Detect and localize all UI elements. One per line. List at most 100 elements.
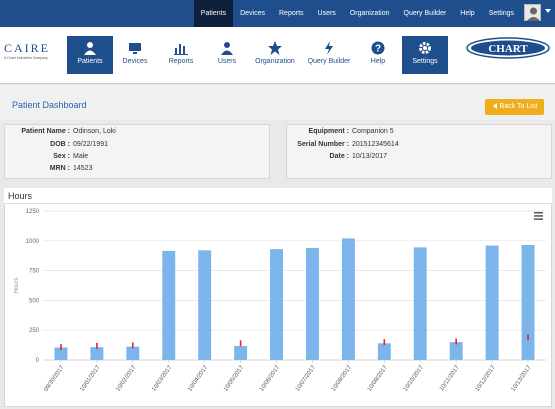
top-bar <box>0 0 555 27</box>
bar <box>270 249 284 360</box>
x-tick-label: 09/30/2017 <box>43 364 66 393</box>
x-tick-label: 10/12/2017 <box>475 364 498 393</box>
y-tick-label: 250 <box>29 328 40 334</box>
nav-help[interactable]: ? Help <box>355 36 401 74</box>
error-marker <box>239 340 242 347</box>
monitor-icon <box>129 43 141 54</box>
nav-devices[interactable]: Devices <box>112 36 158 74</box>
y-tick-label: 500 <box>29 298 40 304</box>
user-silhouette-icon <box>527 7 540 21</box>
bar <box>413 247 427 360</box>
nav-label: Patients <box>77 58 103 65</box>
topnav-reports[interactable]: Reports <box>279 10 304 17</box>
sex-row: Sex : Male <box>16 153 88 160</box>
date-value: 10/13/2017 <box>352 153 388 160</box>
bar <box>341 238 355 360</box>
nav-patients[interactable]: Patients <box>67 36 113 74</box>
x-tick-label: 10/13/2017 <box>511 364 534 393</box>
chart-logo-text: CHART <box>488 43 528 55</box>
x-tick-label: 10/09/2017 <box>367 364 390 393</box>
y-tick-label: 1250 <box>26 209 40 215</box>
gear-icon <box>419 42 431 54</box>
person-icon <box>84 42 96 55</box>
svg-text:?: ? <box>375 44 381 55</box>
date-label: Date : <box>329 153 349 160</box>
user-avatar[interactable] <box>524 4 541 21</box>
error-marker <box>383 339 386 346</box>
topnav-settings[interactable]: Settings <box>488 10 514 17</box>
x-tick-label: 10/05/2017 <box>223 364 246 393</box>
star-icon <box>268 41 282 55</box>
x-tick-label: 10/10/2017 <box>403 364 426 393</box>
topnav-organization[interactable]: Organization <box>349 10 390 17</box>
nav-label: Query Builder <box>307 58 351 65</box>
x-tick-label: 10/01/2017 <box>79 364 102 393</box>
bar <box>521 244 535 360</box>
nav-users[interactable]: Users <box>204 36 250 74</box>
y-axis-label: Hours <box>14 277 20 293</box>
nav-settings[interactable]: Settings <box>402 36 448 74</box>
bar <box>198 250 212 360</box>
user-icon <box>221 42 233 55</box>
nav-label: Reports <box>168 58 194 65</box>
y-tick-label: 750 <box>29 269 40 275</box>
chart-menu-icon[interactable] <box>534 212 543 220</box>
topnav-devices[interactable]: Devices <box>240 10 265 17</box>
mrn-row: MRN :14523 <box>16 165 93 172</box>
x-tick-label: 10/08/2017 <box>331 364 354 393</box>
sex-label: Sex : <box>53 153 70 160</box>
caire-logo: CAIRE A Chart Industries Company <box>4 41 62 60</box>
nav-label: Organization <box>255 58 295 65</box>
patient-name-value: Odinson, Loki <box>73 128 116 135</box>
bar-chart-icon <box>174 44 188 55</box>
x-tick-label: 10/11/2017 <box>439 364 461 392</box>
patient-name-row: Patient Name : Odinson, Loki <box>16 128 116 135</box>
error-marker <box>96 342 98 349</box>
page-title: Patient Dashboard <box>12 100 87 110</box>
nav-label: Devices <box>122 58 148 65</box>
dob-row: DOB :09/22/1991 <box>16 141 108 148</box>
topnav-patients[interactable]: Patients <box>193 0 234 27</box>
patient-info-card <box>4 124 270 179</box>
x-tick-label: 10/04/2017 <box>187 364 210 393</box>
bar <box>449 342 463 360</box>
nav-label: Users <box>217 58 237 65</box>
main-nav: CAIRE A Chart Industries Company Patient… <box>0 27 555 84</box>
back-arrow-icon <box>492 103 497 109</box>
bar <box>305 247 319 360</box>
chart-panel-title: Hours <box>8 191 33 201</box>
bar <box>90 347 104 360</box>
chart-header <box>4 188 552 204</box>
nav-label: Help <box>370 58 386 65</box>
topnav-users[interactable]: Users <box>317 10 336 17</box>
x-tick-label: 10/02/2017 <box>115 364 138 393</box>
date-row: Date :10/13/2017 <box>292 153 388 160</box>
nav-query-builder[interactable]: Query Builder <box>306 36 352 74</box>
bar <box>126 346 140 360</box>
topnav-help[interactable]: Help <box>460 10 475 17</box>
y-tick-label: 0 <box>36 358 40 364</box>
bolt-icon <box>325 41 333 55</box>
title-bar <box>0 85 555 120</box>
nav-reports[interactable]: Reports <box>158 36 204 74</box>
back-to-list-button[interactable]: Back To List <box>485 99 544 115</box>
hours-bar-chart: 0 250 500 750 1000 1250 Hours 09/30/2017 10/01/2… <box>14 209 546 393</box>
user-menu-caret-icon[interactable] <box>545 9 551 13</box>
serial-row: Serial Number :201512345614 <box>292 141 399 148</box>
x-tick-label: 10/03/2017 <box>151 364 174 393</box>
bar <box>377 343 391 360</box>
chart-logo: CHART <box>466 37 550 59</box>
topnav-query-builder[interactable]: Query Builder <box>403 10 447 17</box>
equipment-label: Equipment : <box>308 128 349 135</box>
bar <box>234 345 248 360</box>
x-tick-label: 10/07/2017 <box>295 364 318 393</box>
mrn-label: MRN : <box>49 165 70 172</box>
nav-label: Settings <box>412 58 438 65</box>
caire-tagline: A Chart Industries Company <box>4 56 48 60</box>
sex-value: Male <box>73 153 89 160</box>
y-tick-label: 1000 <box>26 239 40 245</box>
caire-logo-text: CAIRE <box>4 41 50 55</box>
serial-value: 201512345614 <box>352 141 399 148</box>
nav-organization[interactable]: Organization <box>252 36 298 74</box>
question-icon: ? <box>371 41 385 55</box>
